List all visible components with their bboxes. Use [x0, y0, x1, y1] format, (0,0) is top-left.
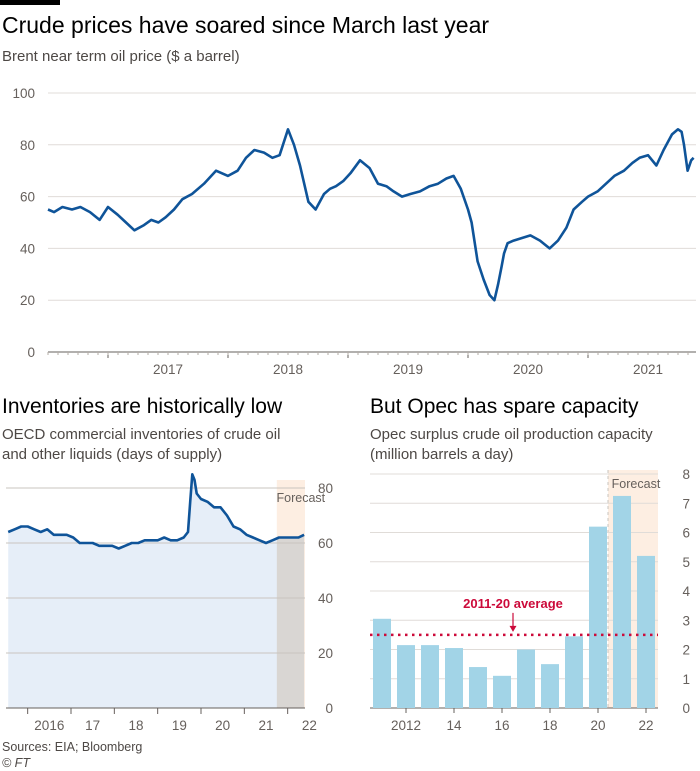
y-tick-label: 0	[27, 345, 35, 360]
x-tick-label: 2018	[273, 362, 303, 377]
y-tick-label: 80	[20, 138, 35, 153]
x-tick-label: 2017	[153, 362, 183, 377]
bar-18	[541, 664, 559, 708]
x-tick-label: 18	[128, 718, 143, 733]
x-tick-label: 2019	[393, 362, 423, 377]
bar-20	[589, 526, 607, 708]
bar-2015	[469, 667, 487, 708]
y-tick-label: 4	[682, 584, 690, 599]
bar-2013	[421, 645, 439, 708]
y-tick-label: 5	[682, 555, 690, 570]
bar-2017	[517, 649, 535, 708]
y-tick-label: 7	[682, 496, 690, 511]
average-label: 2011-20 average	[463, 596, 563, 611]
x-tick-label: 2012	[391, 718, 421, 733]
bar-2012	[397, 645, 415, 708]
inventory-line	[7, 472, 305, 550]
y-tick-label: 80	[318, 481, 333, 496]
y-tick-label: 40	[318, 591, 333, 606]
bar-22	[637, 555, 655, 708]
bar-2011	[373, 618, 391, 708]
x-tick-label: 20	[590, 718, 605, 733]
x-tick-label: 18	[542, 718, 557, 733]
x-tick-label: 20	[215, 718, 230, 733]
bar-16	[493, 675, 511, 708]
y-tick-label: 0	[682, 701, 690, 716]
x-tick-label: 22	[638, 718, 653, 733]
x-tick-label: 14	[446, 718, 462, 733]
y-tick-label: 2	[682, 643, 690, 658]
chart2-title: Inventories are historically low	[2, 395, 283, 418]
x-tick-label: 19	[172, 718, 187, 733]
forecast-label: Forecast	[277, 491, 326, 505]
y-tick-label: 8	[682, 467, 690, 482]
chart1-subtitle: Brent near term oil price ($ a barrel)	[2, 48, 240, 65]
x-tick-label: 2016	[34, 718, 64, 733]
chart3-title: But Opec has spare capacity	[370, 395, 639, 418]
brent-price-line	[47, 128, 695, 302]
y-tick-label: 1	[682, 672, 690, 687]
y-tick-label: 60	[318, 536, 333, 551]
chart2-subtitle: OECD commercial inventories of crude oil…	[2, 426, 281, 463]
bar-2019	[565, 636, 583, 708]
x-tick-label: 22	[302, 718, 317, 733]
forecast-area	[276, 534, 305, 708]
x-tick-label: 21	[258, 718, 273, 733]
y-tick-label: 3	[682, 613, 690, 628]
bar-14	[445, 648, 463, 708]
chart1-title: Crude prices have soared since March las…	[2, 12, 490, 38]
y-tick-label: 60	[20, 190, 35, 205]
x-tick-label: 2021	[633, 362, 663, 377]
y-tick-label: 0	[325, 701, 333, 716]
forecast-label: Forecast	[612, 477, 661, 491]
brent-price-chart: 0 20 40 60 80 100 2017 2018 2019 2020 2021	[12, 86, 696, 377]
y-tick-label: 20	[20, 293, 35, 308]
y-tick-label: 6	[682, 526, 690, 541]
x-tick-label: 17	[85, 718, 100, 733]
x-tick-label: 16	[494, 718, 509, 733]
y-tick-label: 20	[318, 646, 333, 661]
bar-2021	[613, 495, 631, 708]
x-tick-label: 2020	[513, 362, 543, 377]
brand-bar	[0, 0, 60, 5]
ft-credit: © FT	[2, 756, 30, 770]
inventory-area	[8, 474, 305, 708]
y-tick-label: 100	[12, 86, 35, 101]
inventories-chart: Forecast 0 20 40 60 80 2016 17 18 19 20 21 22	[6, 472, 333, 733]
sources-note: Sources: EIA; Bloomberg	[2, 740, 143, 754]
average-arrow-head	[509, 625, 517, 632]
chart3-subtitle: Opec surplus crude oil production capaci…	[370, 426, 653, 463]
y-tick-label: 40	[20, 241, 35, 256]
